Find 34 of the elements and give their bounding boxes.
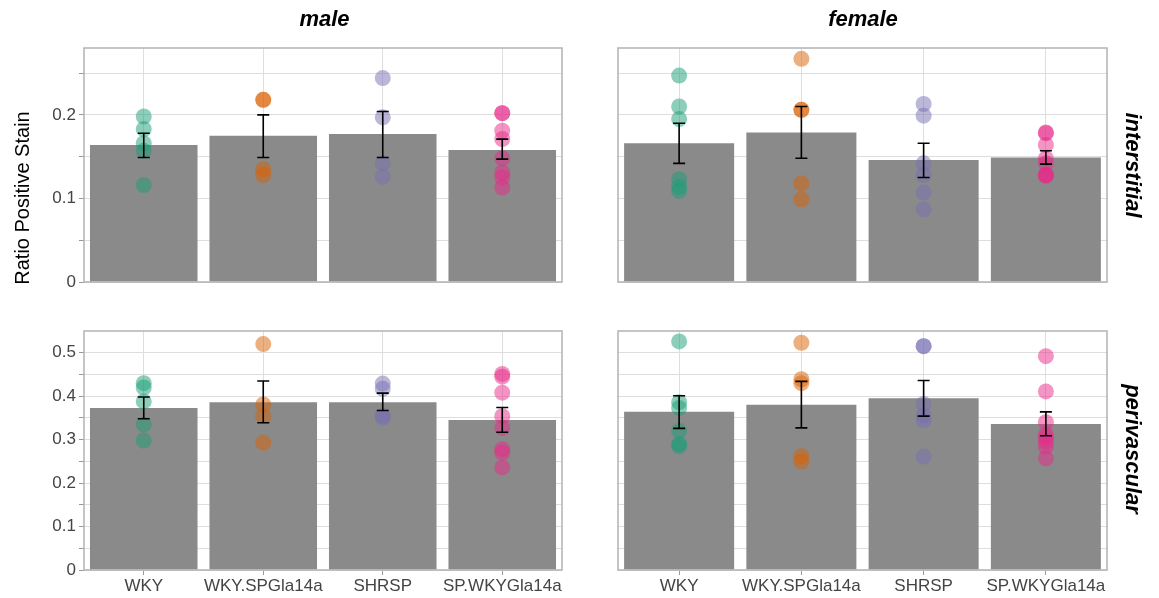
y-tick-label: 0.5 xyxy=(52,342,76,362)
x-tick-label: SHRSP xyxy=(353,575,413,595)
y-tick-label: 0.2 xyxy=(52,104,76,124)
y-tick-label: 0 xyxy=(66,559,76,579)
y2-axis-title: perivascular xyxy=(1120,383,1146,514)
y-tick-label: 0.1 xyxy=(52,188,76,208)
chart-title: male xyxy=(299,6,350,32)
bar xyxy=(624,143,735,282)
x-tick-label: WKY.SPGla14a xyxy=(203,575,324,595)
bar xyxy=(746,132,857,282)
y-tick-label: 0 xyxy=(66,271,76,291)
bar xyxy=(990,423,1101,570)
bar xyxy=(89,407,198,570)
x-tick-label: SP.WKYGla14a xyxy=(986,575,1106,595)
y-tick-label: 0.4 xyxy=(52,385,76,405)
x-tick-label: WKY.SPGla14a xyxy=(741,575,862,595)
bar xyxy=(448,420,557,570)
chart-title: female xyxy=(828,6,898,32)
y-tick-label: 0.1 xyxy=(52,516,76,536)
y2-axis-title: interstitial xyxy=(1120,112,1146,218)
y-tick-label: 0.3 xyxy=(52,429,76,449)
bar xyxy=(746,404,857,570)
bar xyxy=(624,411,735,570)
bar xyxy=(209,402,318,570)
bar xyxy=(868,398,979,570)
x-tick-label: WKY xyxy=(124,575,164,595)
y-axis-title: Ratio Positive Stain xyxy=(10,111,34,285)
bar xyxy=(328,402,437,570)
x-tick-label: WKY xyxy=(659,575,699,595)
y-tick-label: 0.2 xyxy=(52,472,76,492)
bar xyxy=(868,159,979,282)
x-tick-label: SHRSP xyxy=(894,575,953,595)
bar xyxy=(990,157,1101,282)
x-tick-label: SP.WKYGla14a xyxy=(442,575,563,595)
